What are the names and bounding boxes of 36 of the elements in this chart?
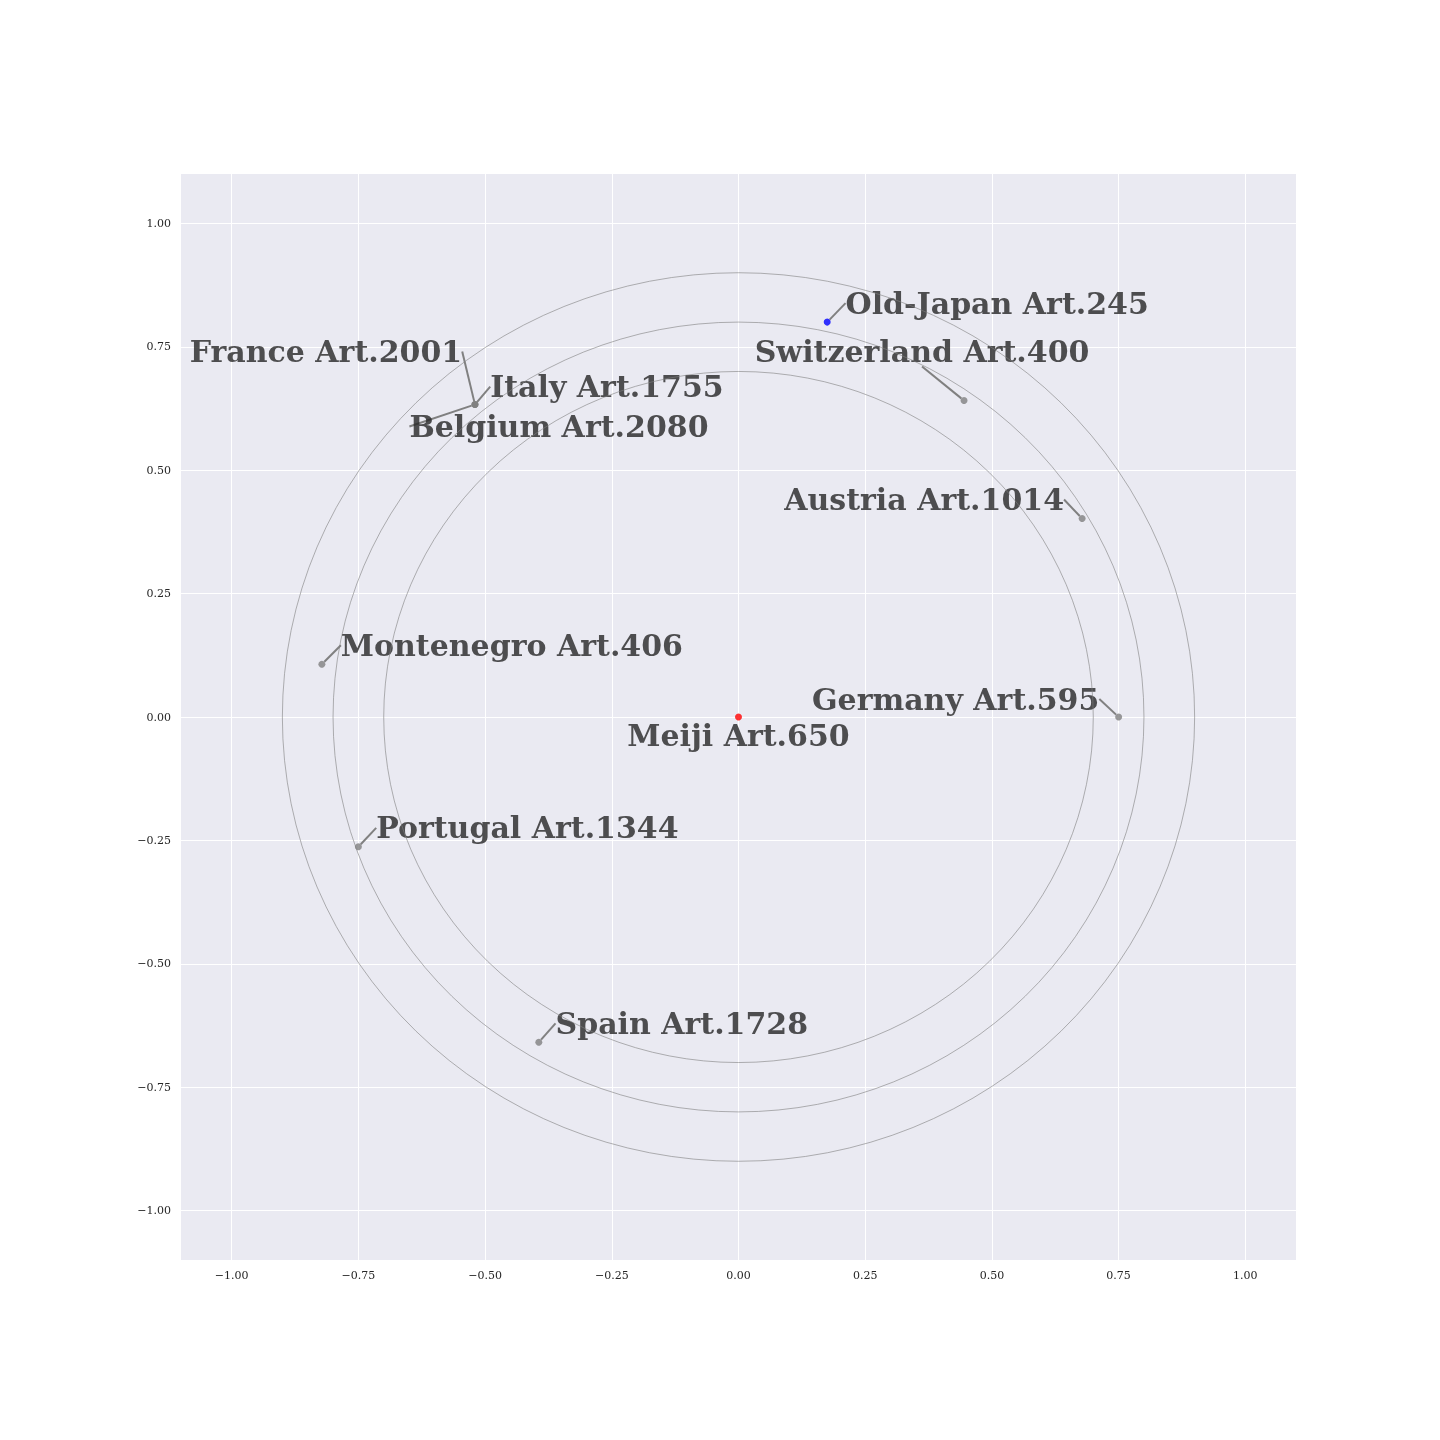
y-tick-label: 0.75 bbox=[146, 340, 171, 354]
data-label: Old-Japan Art.245 bbox=[845, 285, 1149, 321]
x-tick-label: −0.50 bbox=[468, 1269, 502, 1282]
x-tick-label: −0.25 bbox=[594, 1269, 629, 1282]
data-label: Italy Art.1755 bbox=[490, 369, 724, 405]
x-tick-label: −1.00 bbox=[214, 1269, 249, 1282]
y-tick-label: −0.75 bbox=[137, 1080, 171, 1094]
data-label: Austria Art.1014 bbox=[783, 482, 1065, 518]
data-label: Montenegro Art.406 bbox=[340, 627, 683, 663]
point bbox=[535, 1038, 543, 1046]
y-tick-label: −0.25 bbox=[137, 833, 171, 847]
point bbox=[823, 318, 831, 326]
y-tick-label: −0.50 bbox=[137, 957, 171, 971]
y-tick-label: 0.25 bbox=[146, 587, 171, 601]
x-tick-label: 0.25 bbox=[852, 1269, 878, 1282]
point bbox=[1078, 515, 1086, 523]
x-tick-label: 0.00 bbox=[726, 1269, 751, 1282]
point bbox=[318, 660, 326, 668]
data-label: Portugal Art.1344 bbox=[376, 810, 679, 846]
data-label: Germany Art.595 bbox=[811, 681, 1100, 717]
y-tick-label: 0.50 bbox=[146, 463, 171, 477]
x-tick-label: 1.00 bbox=[1233, 1269, 1258, 1282]
point bbox=[471, 401, 479, 409]
data-label: France Art.2001 bbox=[189, 334, 463, 370]
data-label: Meiji Art.650 bbox=[627, 717, 850, 753]
x-tick-label: −0.75 bbox=[341, 1269, 376, 1282]
point bbox=[1115, 713, 1123, 721]
y-tick-label: 0.00 bbox=[146, 710, 171, 724]
data-label: Belgium Art.2080 bbox=[409, 409, 709, 445]
x-tick-label: 0.50 bbox=[979, 1269, 1005, 1282]
y-tick-label: 1.00 bbox=[146, 216, 171, 230]
point bbox=[960, 397, 968, 405]
x-tick-label: 0.75 bbox=[1106, 1269, 1131, 1282]
y-tick-label: −1.00 bbox=[137, 1204, 171, 1218]
data-label: Switzerland Art.400 bbox=[754, 334, 1090, 370]
data-label: Spain Art.1728 bbox=[555, 1005, 809, 1041]
